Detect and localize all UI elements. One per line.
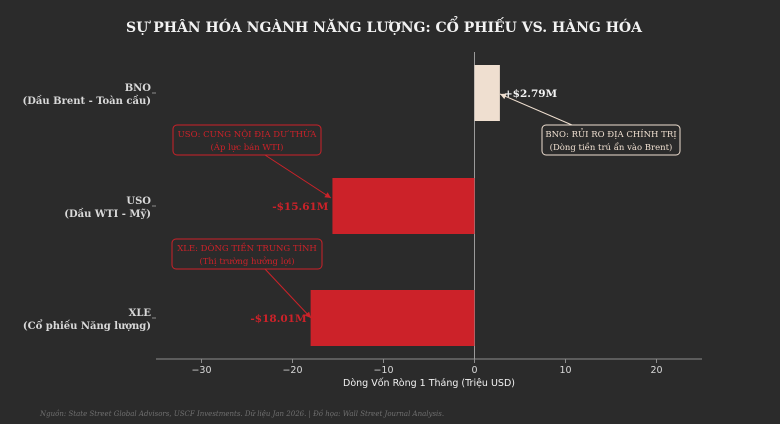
x-tick-label: −10 (373, 365, 393, 376)
annotation-box (172, 124, 322, 156)
bar (474, 65, 500, 121)
category-label: USO (126, 196, 151, 207)
annotation-subtitle: (Thị trường hưởng lợi) (199, 256, 294, 267)
category-label: XLE (129, 308, 152, 319)
chart-title: SỰ PHÂN HÓA NGÀNH NĂNG LƯỢNG: CỔ PHIẾU V… (126, 15, 643, 36)
category-sublabel: (Dầu WTI - Mỹ) (64, 208, 151, 220)
annotation-subtitle: (Áp lực bán WTI) (210, 141, 283, 153)
annotation-title: USO: CUNG NỘI ĐỊA DƯ THỪA (178, 128, 318, 140)
value-label: -$15.61M (272, 201, 329, 213)
annotation-box (541, 124, 681, 156)
annotation-arrowhead (304, 311, 311, 318)
category-sublabel: (Dầu Brent - Toàn cầu) (23, 95, 152, 107)
annotation-title: XLE: DÒNG TIỀN TRUNG TÍNH (177, 241, 317, 254)
category-label: BNO (125, 83, 152, 94)
annotation-arrow (499, 93, 573, 126)
annotation-arrow (264, 154, 332, 199)
annotation-arrow (264, 268, 312, 319)
footer-source: Nguồn: State Street Global Advisors, USC… (39, 409, 444, 418)
value-label: +$2.79M (504, 88, 558, 100)
bar (310, 290, 475, 346)
x-tick-label: −20 (282, 365, 302, 376)
plot-area: −30 −20 −10 0 10 20 BNO(Dầu Brent - Toàn cầu) +… (23, 52, 702, 376)
x-tick-label: −30 (191, 365, 211, 376)
x-tick-label: 10 (559, 365, 571, 376)
category-sublabel: (Cổ phiếu Năng lượng) (23, 320, 151, 332)
annotation-arrowhead (324, 192, 331, 198)
annotation-box (171, 238, 323, 270)
value-label: -$18.01M (250, 313, 307, 325)
annotation-subtitle: (Dòng tiền trú ẩn vào Brent) (550, 141, 673, 153)
bar (332, 178, 475, 234)
annotation-arrowhead (500, 93, 507, 100)
annotation-title: BNO: RỦI RO ĐỊA CHÍNH TRỊ (545, 127, 676, 140)
x-tick-label: 0 (471, 365, 477, 376)
x-axis-label: Dòng Vốn Ròng 1 Tháng (Triệu USD) (343, 378, 515, 389)
x-tick-label: 20 (650, 365, 662, 376)
